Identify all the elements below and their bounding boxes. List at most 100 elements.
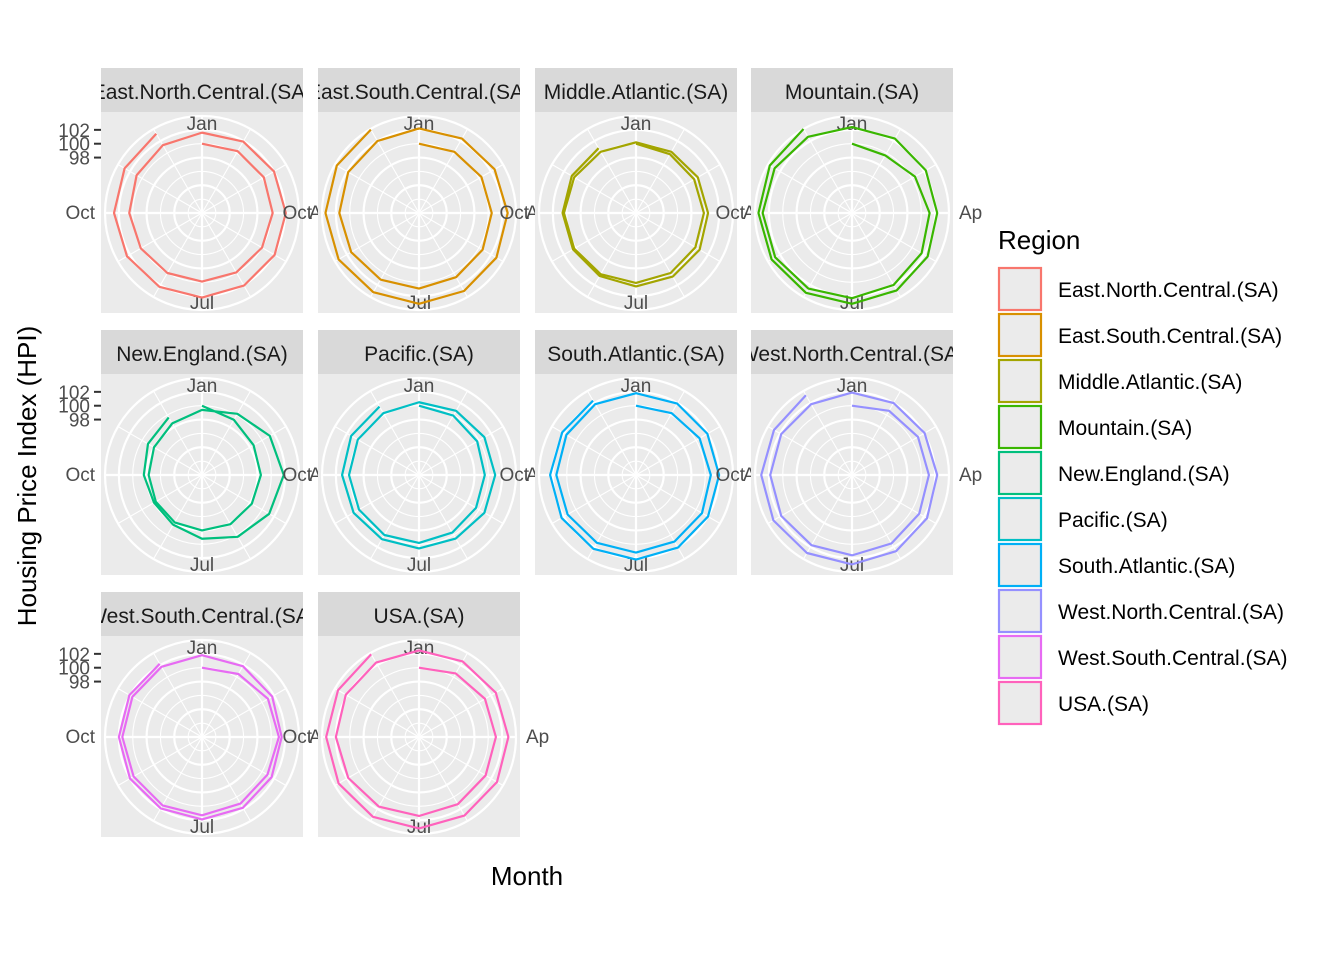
- angular-gridline: [418, 688, 504, 738]
- angular-gridline: [635, 212, 721, 262]
- legend-item: West.South.Central.(SA): [997, 634, 1288, 680]
- angular-gridline: [635, 474, 721, 524]
- series-line: [112, 131, 287, 299]
- facet-strip: [318, 330, 520, 374]
- angular-gridline: [767, 164, 853, 214]
- legend-key: [997, 358, 1043, 404]
- series-line: [325, 649, 510, 830]
- legend-item: USA.(SA): [997, 680, 1149, 726]
- angular-gridline: [635, 474, 685, 560]
- angular-gridline: [767, 212, 853, 262]
- y-tick-label: 102: [58, 121, 90, 142]
- facet-strip-label: East.North.Central.(SA): [92, 81, 313, 104]
- month-tick-label: Jul: [624, 555, 648, 576]
- facet-strip: [101, 592, 303, 636]
- angular-gridline: [201, 474, 251, 560]
- angular-gridline: [418, 390, 468, 476]
- facet-strip-label: New.England.(SA): [116, 343, 288, 366]
- angular-gridline: [635, 164, 721, 214]
- y-tick-label: 98: [69, 411, 90, 432]
- month-tick-label: Oct: [499, 465, 529, 486]
- month-tick-label: Oct: [65, 465, 95, 486]
- angular-gridline: [803, 212, 853, 298]
- legend-label: New.England.(SA): [1058, 463, 1230, 486]
- legend-key: [997, 588, 1043, 634]
- angular-gridline: [851, 390, 901, 476]
- angular-gridline: [418, 212, 504, 262]
- series-line: [757, 125, 939, 305]
- month-tick-label: Jul: [190, 293, 214, 314]
- facet-strip: [535, 68, 737, 112]
- legend-item: East.South.Central.(SA): [997, 312, 1282, 358]
- facet-strip-label: Middle.Atlantic.(SA): [544, 81, 728, 104]
- month-tick-label: Oct: [715, 203, 745, 224]
- series-line: [324, 127, 509, 305]
- facet-strip: [535, 330, 737, 374]
- angular-gridline: [418, 212, 468, 298]
- facet-strip: [751, 68, 953, 112]
- angular-gridline: [201, 164, 287, 214]
- legend-item: East.North.Central.(SA): [997, 266, 1279, 312]
- angular-gridline: [117, 212, 203, 262]
- angular-gridline: [153, 212, 203, 298]
- month-tick-label: Jul: [840, 555, 864, 576]
- month-tick-label: Jan: [404, 376, 435, 397]
- angular-gridline: [418, 426, 504, 476]
- angular-gridline: [587, 474, 637, 560]
- legend-label: Mountain.(SA): [1058, 417, 1192, 440]
- facet-strip: [751, 330, 953, 374]
- legend-item: Pacific.(SA): [997, 496, 1168, 542]
- angular-gridline: [153, 736, 203, 822]
- angular-gridline: [551, 212, 637, 262]
- angular-gridline: [635, 128, 685, 214]
- legend-key: [997, 680, 1043, 726]
- angular-gridline: [851, 426, 937, 476]
- y-axis-title: Housing Price Index (HPI): [12, 326, 42, 627]
- legend-label: East.South.Central.(SA): [1058, 325, 1282, 348]
- y-tick-label: 100: [58, 397, 90, 418]
- angular-gridline: [334, 426, 420, 476]
- legend-key: [997, 634, 1043, 680]
- x-axis-title: Month: [491, 861, 563, 891]
- month-tick-label: Oct: [65, 203, 95, 224]
- angular-gridline: [117, 474, 203, 524]
- series-line: [561, 141, 710, 288]
- legend-key: [997, 312, 1043, 358]
- angular-gridline: [418, 474, 468, 560]
- angular-gridline: [153, 128, 203, 214]
- angular-gridline: [334, 212, 420, 262]
- month-tick-label: Jul: [407, 555, 431, 576]
- angular-gridline: [370, 212, 420, 298]
- angular-gridline: [418, 128, 468, 214]
- angular-gridline: [851, 474, 901, 560]
- angular-gridline: [851, 128, 901, 214]
- angular-gridline: [201, 212, 251, 298]
- facet-strip: [101, 330, 303, 374]
- y-tick-label: 98: [69, 149, 90, 170]
- angular-gridline: [201, 212, 287, 262]
- month-tick-label: Oct: [282, 727, 312, 748]
- legend-item: West.North.Central.(SA): [997, 588, 1284, 634]
- legend-label: South.Atlantic.(SA): [1058, 555, 1235, 578]
- series-line: [142, 404, 285, 540]
- legend-key: [997, 266, 1043, 312]
- month-tick-label: Oct: [282, 465, 312, 486]
- angular-gridline: [851, 212, 901, 298]
- angular-gridline: [370, 128, 420, 214]
- legend-title: Region: [998, 225, 1080, 255]
- y-tick-label: 98: [69, 673, 90, 694]
- angular-gridline: [153, 390, 203, 476]
- facet-strip-label: South.Atlantic.(SA): [547, 343, 724, 366]
- month-tick-label: Oct: [499, 203, 529, 224]
- angular-gridline: [418, 736, 468, 822]
- series-line: [340, 401, 497, 550]
- y-tick-label: 100: [58, 135, 90, 156]
- series-line: [548, 392, 721, 561]
- month-tick-label: Ap: [959, 203, 982, 224]
